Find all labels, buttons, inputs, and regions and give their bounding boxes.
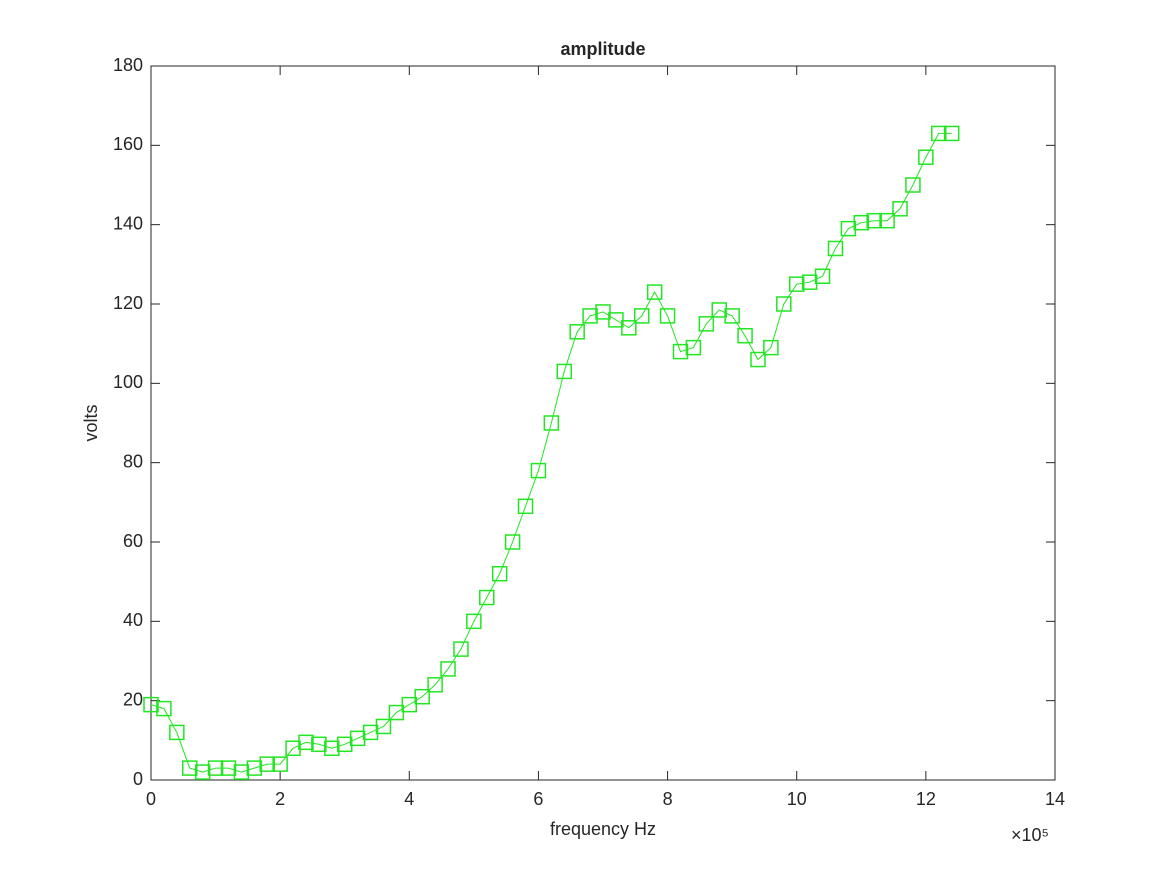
data-point: [569, 324, 585, 340]
data-point: [466, 613, 482, 630]
data-point: [879, 212, 895, 229]
y-tick-label: 60: [123, 531, 143, 551]
data-point: [931, 125, 947, 142]
data-point: [801, 274, 818, 290]
data-point: [143, 696, 159, 713]
y-axis-label: volts: [81, 404, 101, 441]
data-point: [479, 589, 495, 606]
x-tick-label: 10: [787, 789, 807, 809]
data-point: [504, 534, 521, 550]
data-point: [375, 718, 392, 735]
x-tick-label: 4: [404, 789, 414, 809]
y-tick-label: 0: [133, 769, 143, 789]
data-point: [763, 339, 779, 356]
data-point: [259, 756, 275, 772]
chart-title: amplitude: [560, 39, 645, 59]
y-tick-label: 140: [113, 213, 143, 233]
data-point: [582, 308, 598, 324]
x-tick-label: 8: [663, 789, 673, 809]
data-point: [595, 304, 611, 320]
data-point: [388, 704, 405, 721]
y-tick-label: 80: [123, 451, 143, 471]
data-point: [491, 565, 508, 582]
data-point: [427, 677, 443, 693]
y-tick-label: 20: [123, 689, 143, 709]
data-point: [530, 462, 547, 479]
data-point: [336, 736, 353, 753]
data-point: [711, 302, 727, 318]
data-point: [724, 308, 740, 324]
data-point: [866, 212, 882, 229]
x-tick-label: 2: [275, 789, 285, 809]
data-point: [517, 498, 534, 515]
data-point: [853, 214, 870, 231]
data-point: [414, 688, 430, 705]
data-point: [659, 308, 676, 324]
data-point: [194, 764, 211, 780]
data-point: [156, 700, 172, 717]
data-point: [311, 736, 327, 753]
data-point: [814, 268, 831, 284]
x-tick-label: 14: [1045, 789, 1065, 809]
data-point: [233, 764, 250, 780]
y-tick-label: 100: [113, 372, 143, 392]
data-point: [207, 760, 224, 776]
y-tick-label: 120: [113, 293, 143, 313]
data-point: [918, 149, 934, 165]
data-point: [750, 351, 766, 368]
data-point: [943, 125, 960, 142]
data-point: [685, 339, 702, 356]
data-point: [246, 760, 263, 776]
series-line: [150, 132, 952, 773]
data-point: [646, 284, 663, 300]
data-point: [672, 343, 689, 360]
data-point: [827, 240, 844, 257]
data-point: [608, 312, 624, 328]
x-axis-label: frequency Hz: [550, 819, 656, 839]
data-point: [453, 641, 469, 657]
data-point: [543, 415, 560, 431]
data-point: [220, 760, 237, 776]
data-point: [905, 177, 921, 193]
data-point: [556, 363, 573, 380]
y-tick-label: 40: [123, 610, 143, 630]
data-point: [401, 696, 418, 713]
data-point: [285, 740, 301, 757]
data-point: [788, 276, 805, 292]
y-tick-label: 180: [113, 55, 143, 75]
x-tick-label: 12: [916, 789, 936, 809]
data-point: [440, 661, 456, 677]
data-point: [272, 756, 288, 772]
data-point: [169, 724, 185, 741]
data-point: [840, 220, 857, 237]
data-point: [362, 724, 379, 741]
data-point: [633, 308, 650, 324]
x-tick-label: 0: [146, 789, 156, 809]
data-point: [776, 296, 792, 312]
data-point: [892, 201, 908, 217]
y-tick-label: 160: [113, 134, 143, 154]
data-point: [349, 730, 366, 747]
data-point: [698, 316, 715, 332]
data-point: [181, 760, 198, 776]
data-point: [737, 327, 753, 344]
x-tick-label: 6: [533, 789, 543, 809]
data-point: [298, 734, 314, 751]
x-exponent-label: ×10⁵: [1011, 825, 1049, 845]
data-point: [324, 740, 340, 757]
plot-area: [150, 65, 1056, 781]
data-point: [621, 320, 637, 336]
